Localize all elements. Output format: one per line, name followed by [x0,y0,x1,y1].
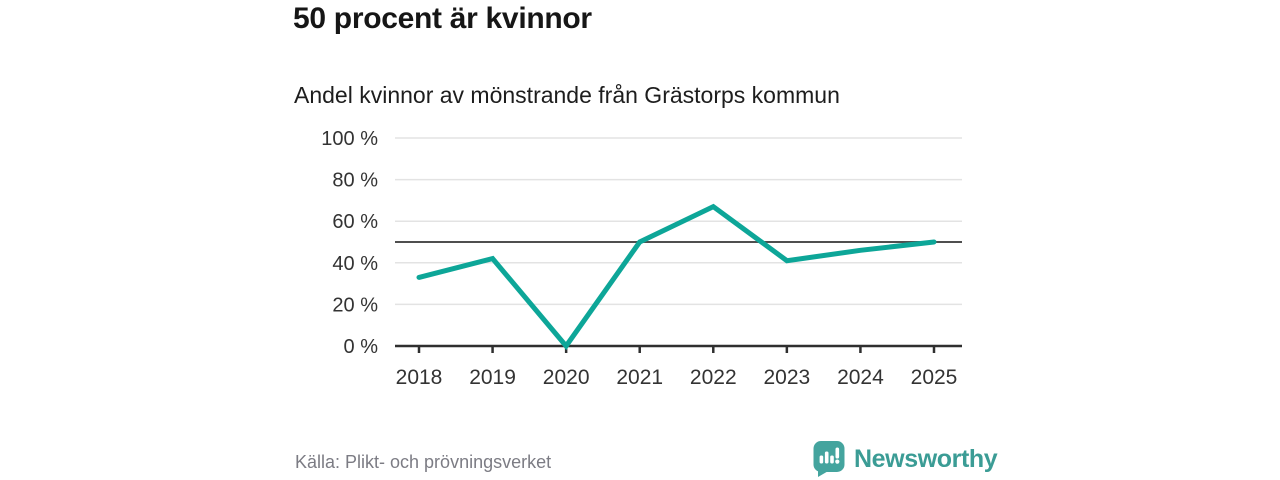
x-axis-tick-label: 2018 [396,366,443,389]
x-axis-tick-label: 2019 [469,366,516,389]
chart-subtitle: Andel kvinnor av mönstrande från Grästor… [294,82,840,108]
x-axis-tick-label: 2024 [837,366,884,389]
x-axis-tick-label: 2020 [543,366,590,389]
y-axis-tick-label: 100 % [321,128,378,150]
y-axis-tick-label: 20 % [332,294,378,316]
y-axis-tick-label: 0 % [344,336,379,358]
y-axis-tick-label: 80 % [332,170,378,192]
chart-title: 50 procent är kvinnor [293,2,592,35]
x-axis-tick-label: 2025 [911,366,958,389]
x-axis-tick-label: 2021 [616,366,663,389]
x-axis-tick-label: 2022 [690,366,737,389]
y-axis-tick-label: 60 % [332,211,378,233]
series-line-andel-kvinnor [416,203,937,351]
y-axis-tick-label: 40 % [332,253,378,275]
newsworthy-brand-link[interactable]: Newsworthy [812,440,998,478]
line-chart: 100 % 80 % 60 % 40 % 20 % 0 % 2018 2019 2020 2021… [321,128,962,389]
source-note: Källa: Plikt- och prövningsverket [295,452,552,472]
x-axis-tick-label: 2023 [763,366,810,389]
newsworthy-logo-icon [813,441,845,477]
newsworthy-wordmark: Newsworthy [854,444,998,473]
